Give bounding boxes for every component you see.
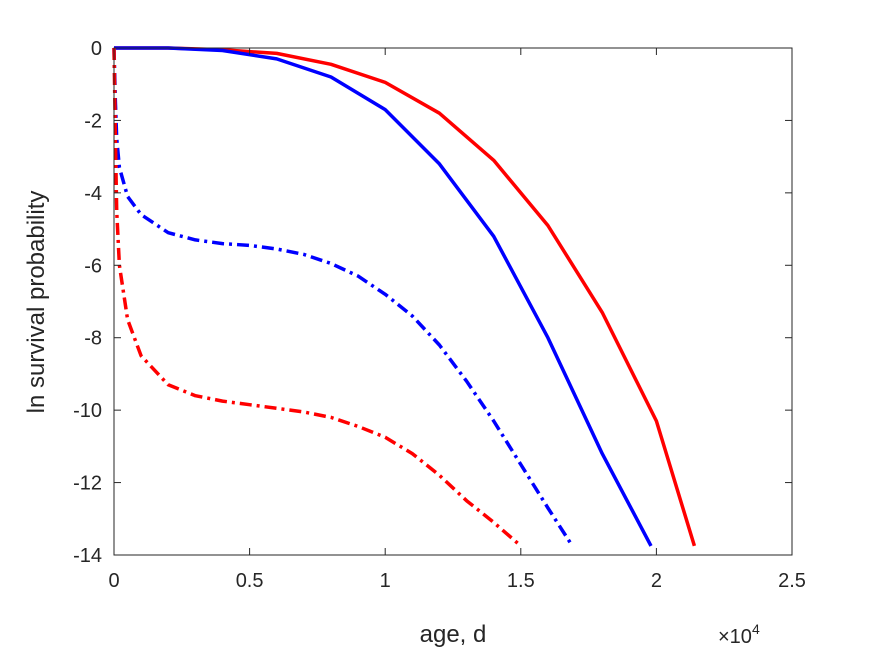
y-tick-label: -6: [84, 255, 102, 277]
plot-area: [114, 48, 792, 555]
series-line-2: [114, 46, 653, 547]
x-tick-label: 0: [108, 570, 119, 592]
y-tick-label: -8: [84, 328, 102, 350]
x-tick-label: 1: [380, 570, 391, 592]
x-tick-label: 2: [651, 570, 662, 592]
series-line-4: [112, 47, 522, 548]
x-tick-label: 1.5: [507, 570, 535, 592]
y-tick-label: -12: [73, 473, 102, 495]
x-tick-label: 2.5: [778, 570, 806, 592]
y-tick-label: -10: [73, 400, 102, 422]
x-exponent-power: 4: [752, 621, 760, 637]
y-tick-label: -4: [84, 183, 102, 205]
x-exponent-base: ×10: [718, 626, 752, 648]
y-axis-ticks: 0 -2 -4 -6 -8 -10 -12 -14: [73, 38, 792, 567]
y-axis-label: ln survival probability: [23, 191, 50, 414]
series-layer: [112, 46, 697, 548]
y-tick-label: -14: [73, 545, 102, 567]
plot-frame: [113, 47, 793, 556]
series-line-3: [112, 47, 574, 547]
y-tick-label: -2: [84, 110, 102, 132]
x-axis-label: age, d: [420, 621, 487, 648]
x-exponent-label: ×104: [718, 621, 760, 648]
y-tick-label: 0: [91, 38, 102, 60]
x-axis-ticks: 0 0.5 1 1.5 2 2.5: [108, 48, 806, 592]
x-tick-label: 0.5: [236, 570, 264, 592]
